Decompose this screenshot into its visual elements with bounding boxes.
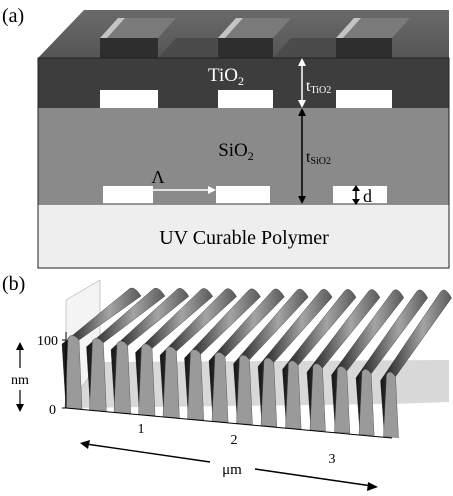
afm-ridge-face <box>383 371 399 438</box>
sio2-thickness-arrow <box>298 108 306 204</box>
z-axis <box>62 332 67 409</box>
x-axis-arrows <box>80 440 378 491</box>
afm-ridge-face <box>334 366 351 434</box>
sio2-label: SiO2 <box>218 140 254 163</box>
panel-b: (b) 100 0 nm 1 2 3 <box>2 273 452 491</box>
x-tick-2: 2 <box>231 433 238 448</box>
x-axis <box>65 407 393 439</box>
period-arrow <box>104 186 216 194</box>
afm-ridge-face <box>187 349 204 421</box>
afm-ridge-face <box>89 338 107 412</box>
panel-a: (a) TiO2 SiO2 UV Curable Polymer <box>2 5 450 269</box>
afm-ridge-face <box>358 369 375 436</box>
x-tick-1: 1 <box>138 422 145 437</box>
afm-ridge-face <box>236 354 253 425</box>
sio2-thickness-label: tSiO2 <box>306 149 331 167</box>
afm-ridge-face <box>113 340 131 414</box>
afm-ridge-face <box>309 363 326 432</box>
panel-a-label: (a) <box>2 5 24 27</box>
z-tick-100: 100 <box>37 334 58 349</box>
x-tick-3: 3 <box>329 452 336 467</box>
depth-arrow <box>352 185 360 205</box>
afm-ridge-face <box>138 343 156 416</box>
panel-b-label: (b) <box>2 273 25 295</box>
tio2-thickness-arrow <box>298 58 306 108</box>
top-grating <box>100 18 410 58</box>
afm-ridge-face <box>211 352 229 423</box>
sio2-layer <box>38 108 449 204</box>
afm-ridges <box>61 287 452 438</box>
z-tick-0: 0 <box>49 403 56 418</box>
afm-ridge-face <box>260 357 277 427</box>
afm-ridge-face <box>64 335 83 410</box>
depth-label: d <box>363 186 372 206</box>
tio2-label: TiO2 <box>208 65 244 88</box>
x-axis-unit: μm <box>222 462 242 478</box>
z-axis-arrows <box>16 342 24 412</box>
polymer-label: UV Curable Polymer <box>159 227 329 249</box>
polymer-layer <box>37 203 450 269</box>
tio2-layer <box>38 58 449 108</box>
afm-ridge-face <box>285 360 302 430</box>
z-axis-unit: nm <box>11 373 29 388</box>
tio2-thickness-label: tTiO2 <box>306 78 331 96</box>
afm-ridge-face <box>162 346 180 419</box>
period-label: Λ <box>151 167 164 187</box>
